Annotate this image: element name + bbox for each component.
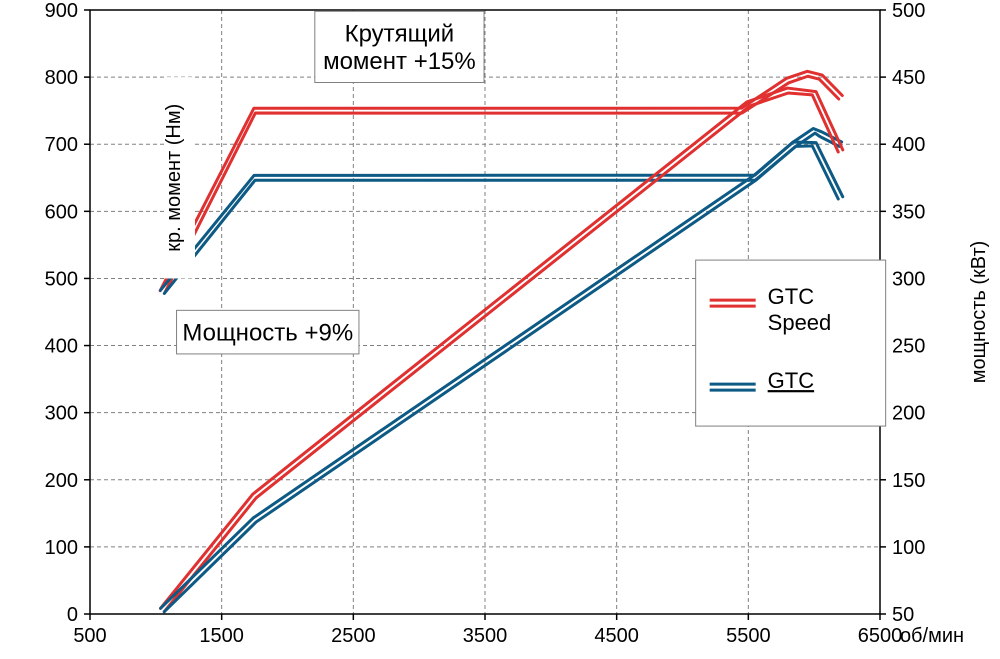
svg-text:150: 150 [892, 470, 925, 492]
y-right-label: мощность (кВт) [968, 241, 990, 384]
svg-text:250: 250 [892, 336, 925, 358]
svg-text:2500: 2500 [331, 625, 376, 647]
svg-text:0: 0 [67, 604, 78, 626]
svg-text:500: 500 [45, 268, 78, 290]
svg-text:500: 500 [892, 0, 925, 22]
svg-text:50: 50 [892, 604, 914, 626]
svg-text:900: 900 [45, 0, 78, 22]
svg-text:Speed: Speed [768, 310, 832, 335]
svg-text:600: 600 [45, 201, 78, 223]
svg-text:400: 400 [892, 134, 925, 156]
x-axis-label: об/мин [900, 625, 964, 647]
svg-text:700: 700 [45, 134, 78, 156]
annotation-torque: Крутящиймомент +15% [315, 11, 484, 82]
svg-text:момент +15%: момент +15% [323, 48, 476, 75]
svg-text:GTC: GTC [768, 284, 815, 309]
svg-text:450: 450 [892, 67, 925, 89]
svg-text:1500: 1500 [199, 625, 244, 647]
svg-text:3500: 3500 [463, 625, 508, 647]
svg-text:300: 300 [45, 403, 78, 425]
svg-text:Крутящий: Крутящий [345, 20, 455, 47]
svg-text:800: 800 [45, 67, 78, 89]
legend: GTCSpeedGTC [696, 260, 886, 426]
svg-text:100: 100 [45, 537, 78, 559]
svg-text:200: 200 [45, 470, 78, 492]
svg-text:5500: 5500 [726, 625, 771, 647]
svg-text:4500: 4500 [594, 625, 639, 647]
svg-text:Мощность +9%: Мощность +9% [182, 319, 353, 346]
svg-text:6500: 6500 [858, 625, 903, 647]
svg-text:100: 100 [892, 537, 925, 559]
svg-text:350: 350 [892, 201, 925, 223]
svg-text:300: 300 [892, 268, 925, 290]
svg-text:400: 400 [45, 336, 78, 358]
svg-text:500: 500 [73, 625, 106, 647]
svg-text:200: 200 [892, 403, 925, 425]
y-left-label: кр. момент (Нм) [163, 104, 185, 252]
annotation-power: Мощность +9% [177, 310, 359, 354]
svg-text:GTC: GTC [768, 368, 815, 393]
